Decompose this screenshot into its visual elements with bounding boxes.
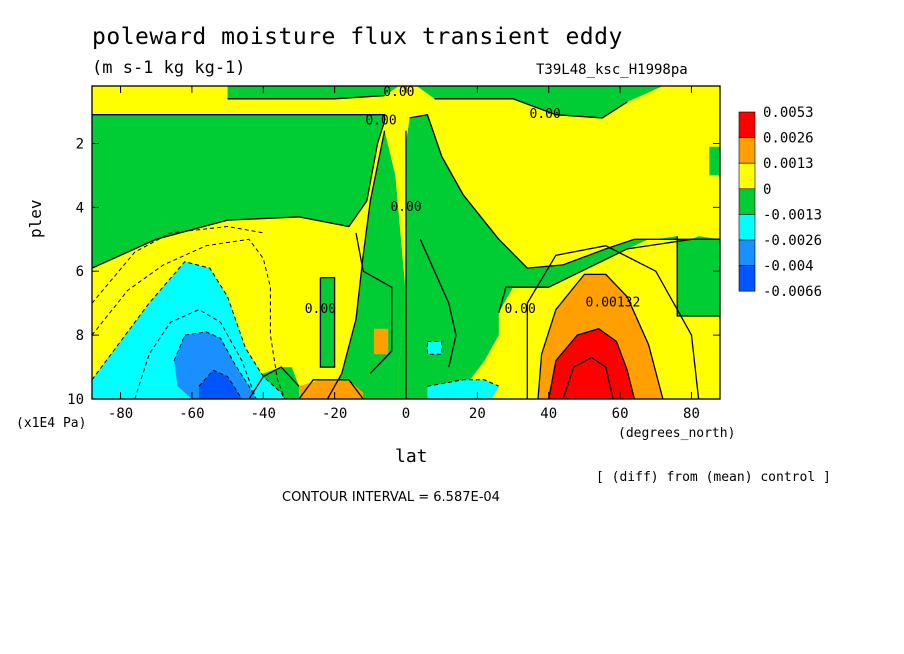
legend-swatch bbox=[738, 162, 756, 190]
contour-line bbox=[419, 239, 457, 368]
contour-region-green bbox=[320, 277, 335, 368]
legend-swatch bbox=[738, 137, 756, 164]
contour-line bbox=[676, 236, 720, 317]
contour-line bbox=[537, 273, 664, 399]
contour-line bbox=[319, 276, 336, 368]
contour-line bbox=[434, 98, 628, 119]
contour-line bbox=[326, 130, 386, 399]
contour-region-cyan bbox=[427, 341, 442, 355]
legend-label: -0.0066 bbox=[763, 284, 822, 300]
legend-label: -0.0013 bbox=[763, 207, 822, 223]
contour-line bbox=[92, 238, 286, 399]
contour-label: 0.00 bbox=[530, 107, 561, 122]
contour-region-green bbox=[709, 146, 720, 176]
x-tick-label: -40 bbox=[251, 406, 276, 422]
contour-label: 0.00 bbox=[390, 200, 421, 215]
contour-region-green bbox=[92, 114, 385, 269]
contour-label: 0.00132 bbox=[586, 296, 641, 311]
contour-fields bbox=[92, 86, 720, 399]
y-tick-label: 8 bbox=[76, 328, 84, 344]
contour-label: 0.00 bbox=[305, 302, 336, 317]
y-tick-label: 4 bbox=[76, 200, 84, 216]
legend-swatch bbox=[738, 188, 756, 215]
y-tick-label: 2 bbox=[76, 136, 84, 152]
contour-region-cyan bbox=[427, 379, 499, 399]
y-tick-label: 6 bbox=[76, 264, 84, 280]
legend-label: -0.004 bbox=[763, 259, 814, 275]
legend-label: 0.0053 bbox=[763, 105, 814, 121]
contour-interval: CONTOUR INTERVAL = 6.587E-04 bbox=[282, 490, 500, 505]
contour-line bbox=[198, 369, 243, 399]
x-tick-label: -60 bbox=[179, 406, 204, 422]
x-tick-label: -20 bbox=[322, 406, 347, 422]
x-tick-label: 20 bbox=[469, 406, 486, 422]
contour-region-cyan bbox=[92, 261, 285, 399]
chart-units: (m s-1 kg kg-1) bbox=[92, 58, 246, 78]
contour-region-green bbox=[416, 86, 663, 118]
legend-label: -0.0026 bbox=[763, 233, 822, 249]
contour-region-orange bbox=[373, 328, 389, 355]
y-axis-unit: (x1E4 Pa) bbox=[16, 416, 87, 431]
x-tick-label: -80 bbox=[108, 406, 133, 422]
contour-line bbox=[92, 114, 386, 269]
contour-line bbox=[562, 356, 614, 399]
contour-label: 0.00 bbox=[383, 85, 414, 100]
x-tick-label: 60 bbox=[612, 406, 629, 422]
contour-region-red bbox=[548, 328, 635, 399]
contour-line bbox=[248, 366, 300, 399]
y-tick-label: 10 bbox=[67, 392, 84, 408]
x-tick-label: 0 bbox=[402, 406, 410, 422]
legend-swatch bbox=[738, 265, 756, 292]
legend-label: 0.0026 bbox=[763, 131, 814, 147]
contour-line bbox=[498, 238, 720, 313]
contour-line bbox=[427, 379, 500, 387]
contour-line bbox=[227, 94, 385, 100]
x-tick-label: 40 bbox=[540, 406, 557, 422]
contour-line bbox=[298, 379, 364, 399]
x-axis-unit: (degrees_north) bbox=[618, 426, 736, 441]
legend-swatch bbox=[738, 239, 756, 266]
x-tick-label: 80 bbox=[683, 406, 700, 422]
contour-region-mid_blue bbox=[174, 331, 257, 399]
diff-note: [ (diff) from (mean) control ] bbox=[596, 470, 831, 485]
contour-line bbox=[409, 113, 720, 269]
contour-line bbox=[173, 331, 257, 399]
contour-line bbox=[526, 245, 700, 399]
contour-line bbox=[92, 225, 264, 304]
run-label: T39L48_ksc_H1998pa bbox=[536, 62, 688, 78]
legend-swatch bbox=[738, 111, 756, 138]
contour-region-green bbox=[227, 86, 399, 99]
contour-region-green bbox=[398, 114, 720, 399]
contour-line bbox=[548, 327, 636, 399]
contour-region-orange bbox=[299, 379, 364, 399]
contour-label: 0.00 bbox=[365, 114, 396, 129]
contour-line bbox=[92, 261, 286, 399]
legend-label: 0.0013 bbox=[763, 156, 814, 172]
contour-line bbox=[355, 232, 393, 374]
x-axis-label: lat bbox=[395, 446, 428, 467]
legend-swatch bbox=[738, 214, 756, 241]
contour-line bbox=[426, 341, 443, 355]
chart-title: poleward moisture flux transient eddy bbox=[92, 24, 623, 50]
legend-label: 0 bbox=[763, 182, 771, 198]
contour-region-blue bbox=[199, 370, 242, 399]
contour-label: 0.00 bbox=[505, 302, 536, 317]
contour-line bbox=[134, 309, 257, 399]
